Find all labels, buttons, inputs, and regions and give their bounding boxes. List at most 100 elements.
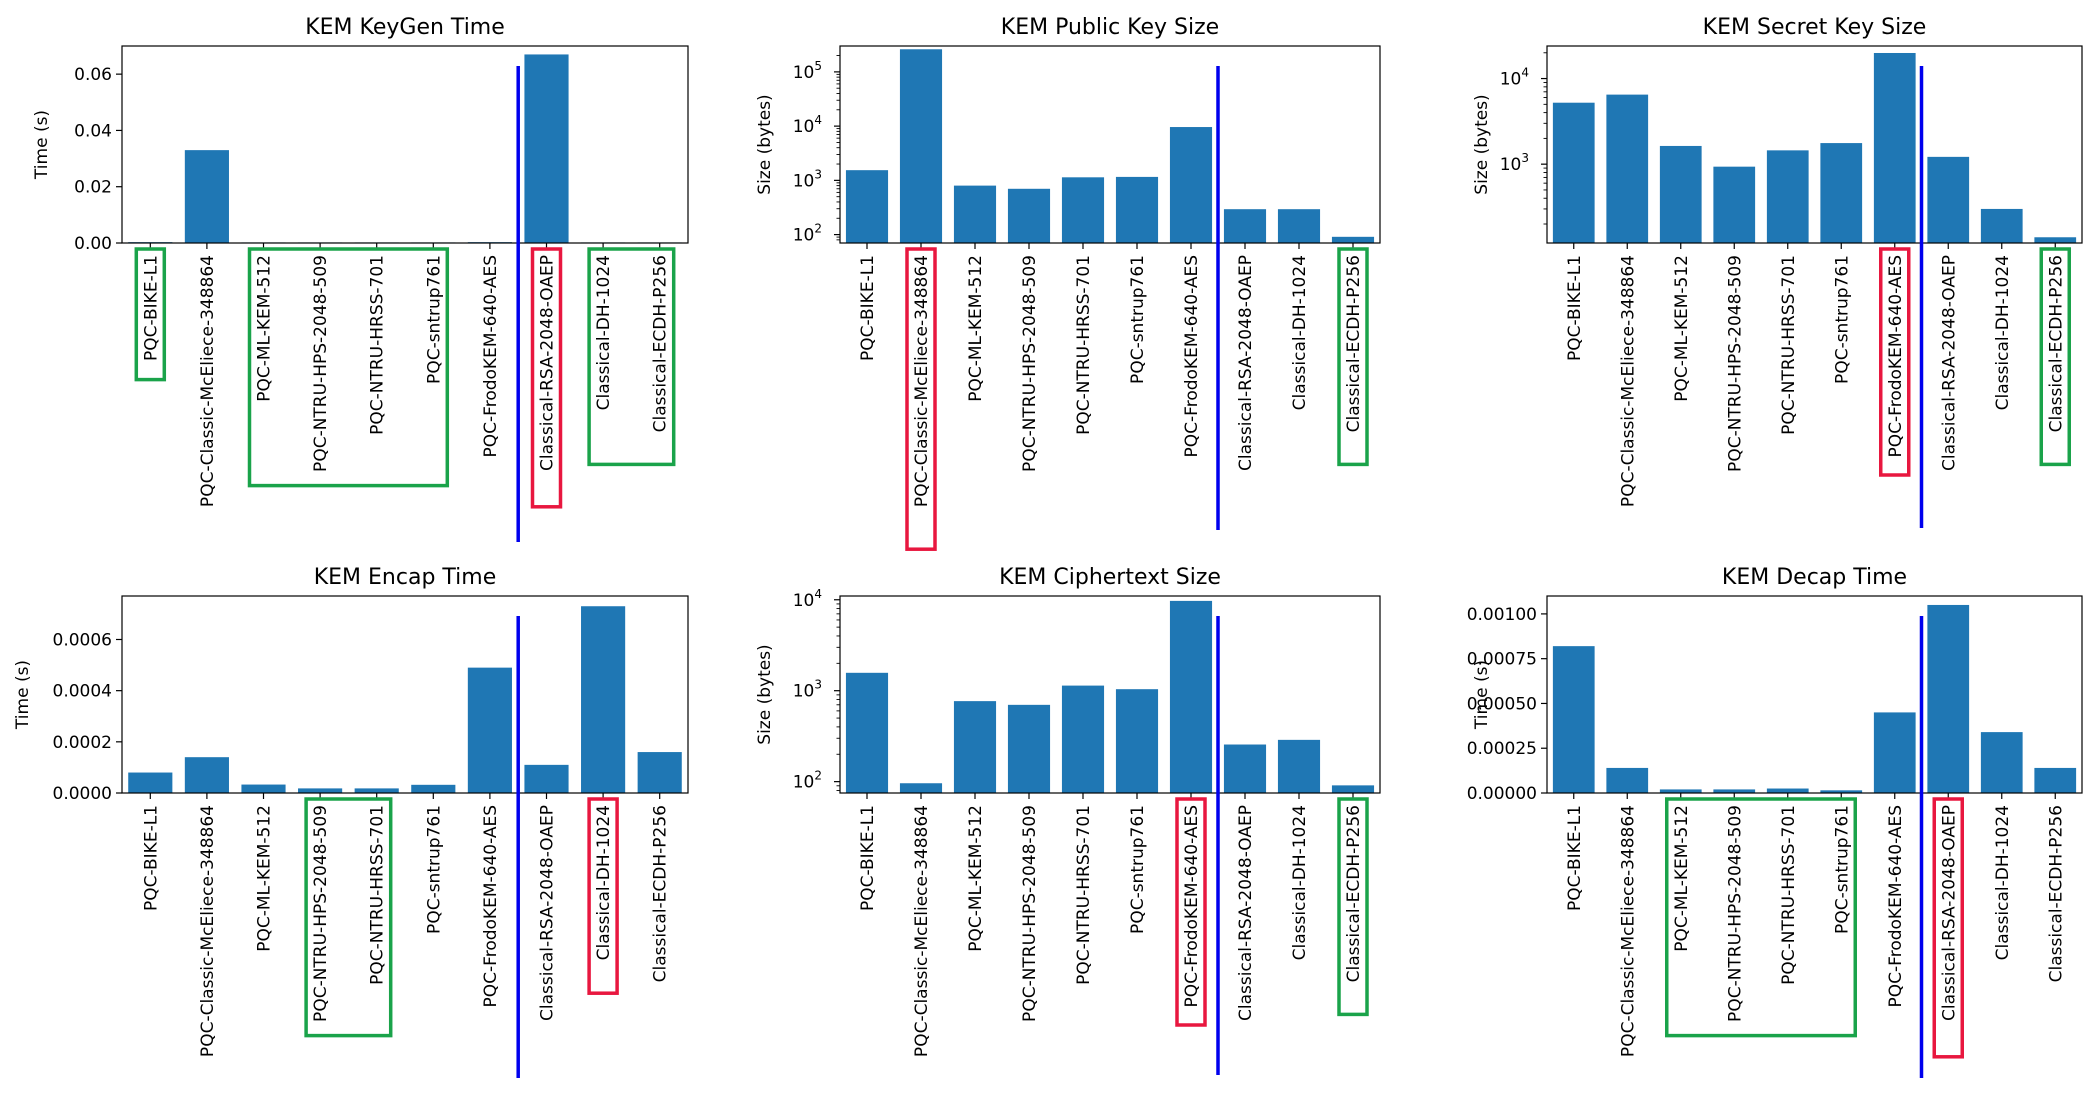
- bar: [184, 757, 229, 793]
- bar: [845, 672, 889, 793]
- chart-title: KEM Encap Time: [314, 565, 497, 590]
- x-tick-label: PQC-Classic-McEliece-348864: [912, 805, 932, 1057]
- axes-frame: [1546, 595, 2083, 794]
- y-tick-label: 105: [793, 59, 822, 83]
- highlight-box-red: [905, 247, 937, 551]
- bar: [1277, 739, 1321, 793]
- x-tick-label: PQC-sntrup761: [1832, 255, 1852, 384]
- x-tick-label: Classical-ECDH-P256: [2046, 805, 2066, 982]
- bar: [1713, 789, 1756, 793]
- highlight-box-green: [1665, 797, 1857, 1038]
- bar: [1552, 646, 1595, 793]
- bar: [1659, 789, 1702, 793]
- y-tick-label: 0.0004: [53, 682, 112, 702]
- chart-title: KEM Ciphertext Size: [999, 565, 1221, 590]
- x-tick-label: PQC-NTRU-HRSS-701: [1779, 255, 1799, 435]
- highlight-box-red: [1932, 797, 1964, 1059]
- x-tick-label: PQC-sntrup761: [424, 805, 444, 934]
- y-tick-label: 0.00000: [1467, 784, 1537, 804]
- x-tick-label: PQC-BIKE-L1: [1565, 255, 1585, 361]
- bar: [298, 788, 343, 793]
- x-tick-label: PQC-sntrup761: [424, 255, 444, 384]
- x-tick-label: PQC-NTRU-HPS-2048-509: [1725, 805, 1745, 1022]
- x-tick-label: PQC-sntrup761: [1128, 805, 1148, 934]
- x-tick-label: Classical-RSA-2048-OAEP: [538, 255, 558, 471]
- bar: [953, 701, 997, 793]
- x-tick-label: Classical-DH-1024: [1993, 805, 2013, 960]
- highlight-box-red: [1175, 797, 1207, 1027]
- axes-frame: [121, 595, 689, 794]
- bar: [1820, 143, 1863, 243]
- x-tick-label: PQC-FrodoKEM-640-AES: [481, 255, 501, 457]
- bar: [184, 150, 229, 243]
- bar: [1007, 704, 1051, 793]
- y-tick-label: 0.0006: [53, 630, 112, 650]
- x-tick-label: Classical-RSA-2048-OAEP: [538, 805, 558, 1021]
- x-tick-label: PQC-Classic-McEliece-348864: [1618, 805, 1638, 1057]
- y-tick-label: 0.06: [74, 65, 112, 85]
- y-tick-label: 104: [793, 113, 822, 137]
- y-tick-label: 0.00050: [1467, 694, 1537, 714]
- bar: [1873, 52, 1916, 244]
- x-tick-label: Classical-RSA-2048-OAEP: [1939, 805, 1959, 1021]
- bar: [1659, 145, 1702, 243]
- x-tick-label: Classical-RSA-2048-OAEP: [1939, 255, 1959, 471]
- x-tick-label: PQC-NTRU-HPS-2048-509: [311, 255, 331, 472]
- bar: [354, 788, 399, 793]
- bar: [1061, 685, 1105, 793]
- x-tick-label: PQC-ML-KEM-512: [966, 255, 986, 402]
- y-tick-label: 0.02: [74, 178, 112, 198]
- highlight-box-green: [1337, 797, 1369, 1017]
- x-tick-label: PQC-BIKE-L1: [858, 255, 878, 361]
- y-axis-label: Size (bytes): [755, 644, 775, 744]
- bar: [241, 784, 286, 793]
- x-tick-label: PQC-NTRU-HPS-2048-509: [311, 805, 331, 1022]
- x-tick-label: PQC-Classic-McEliece-348864: [198, 805, 218, 1057]
- x-tick-label: PQC-NTRU-HPS-2048-509: [1020, 805, 1040, 1022]
- y-axis-label: Time (s): [13, 660, 33, 730]
- axes-frame: [1546, 45, 2083, 244]
- x-tick-label: Classical-ECDH-P256: [651, 255, 671, 432]
- bar: [1820, 790, 1863, 793]
- y-tick-label: 102: [793, 769, 822, 793]
- y-tick-label: 103: [793, 167, 822, 191]
- x-tick-label: Classical-RSA-2048-OAEP: [1236, 255, 1256, 471]
- bar: [1331, 785, 1375, 793]
- x-tick-label: PQC-ML-KEM-512: [1672, 255, 1692, 402]
- y-tick-label: 103: [793, 678, 822, 702]
- highlight-box-green: [304, 797, 393, 1038]
- y-axis-label: Time (s): [32, 110, 52, 180]
- highlight-box-red: [587, 797, 619, 995]
- y-tick-label: 104: [1500, 66, 1529, 90]
- bar: [581, 606, 626, 793]
- x-tick-label: PQC-BIKE-L1: [141, 255, 161, 361]
- x-tick-label: Classical-DH-1024: [1290, 805, 1310, 960]
- bar: [1552, 102, 1595, 243]
- bar: [1927, 156, 1970, 243]
- x-tick-label: PQC-BIKE-L1: [1565, 805, 1585, 911]
- chart-title: KEM Public Key Size: [1001, 15, 1219, 40]
- x-tick-label: Classical-DH-1024: [594, 255, 614, 410]
- x-tick-label: PQC-NTRU-HPS-2048-509: [1725, 255, 1745, 472]
- bar: [411, 784, 456, 793]
- x-tick-label: Classical-DH-1024: [1993, 255, 2013, 410]
- x-tick-label: PQC-ML-KEM-512: [255, 255, 275, 402]
- x-tick-label: PQC-sntrup761: [1128, 255, 1148, 384]
- chart-title: KEM Secret Key Size: [1703, 15, 1927, 40]
- x-tick-label: PQC-ML-KEM-512: [1672, 805, 1692, 952]
- x-tick-label: Classical-ECDH-P256: [651, 805, 671, 982]
- bar: [2034, 237, 2077, 243]
- x-tick-label: PQC-BIKE-L1: [858, 805, 878, 911]
- axes-frame: [121, 45, 689, 244]
- highlight-box-green: [247, 247, 450, 488]
- x-tick-label: PQC-NTRU-HRSS-701: [1074, 255, 1094, 435]
- bar: [1713, 166, 1756, 243]
- x-tick-label: Classical-DH-1024: [1290, 255, 1310, 410]
- x-tick-label: PQC-FrodoKEM-640-AES: [1182, 255, 1202, 457]
- bar: [1980, 208, 2023, 243]
- x-tick-label: PQC-Classic-McEliece-348864: [198, 255, 218, 507]
- bar: [1927, 604, 1970, 793]
- y-axis-label: Size (bytes): [1472, 94, 1492, 194]
- y-tick-label: 104: [793, 587, 822, 611]
